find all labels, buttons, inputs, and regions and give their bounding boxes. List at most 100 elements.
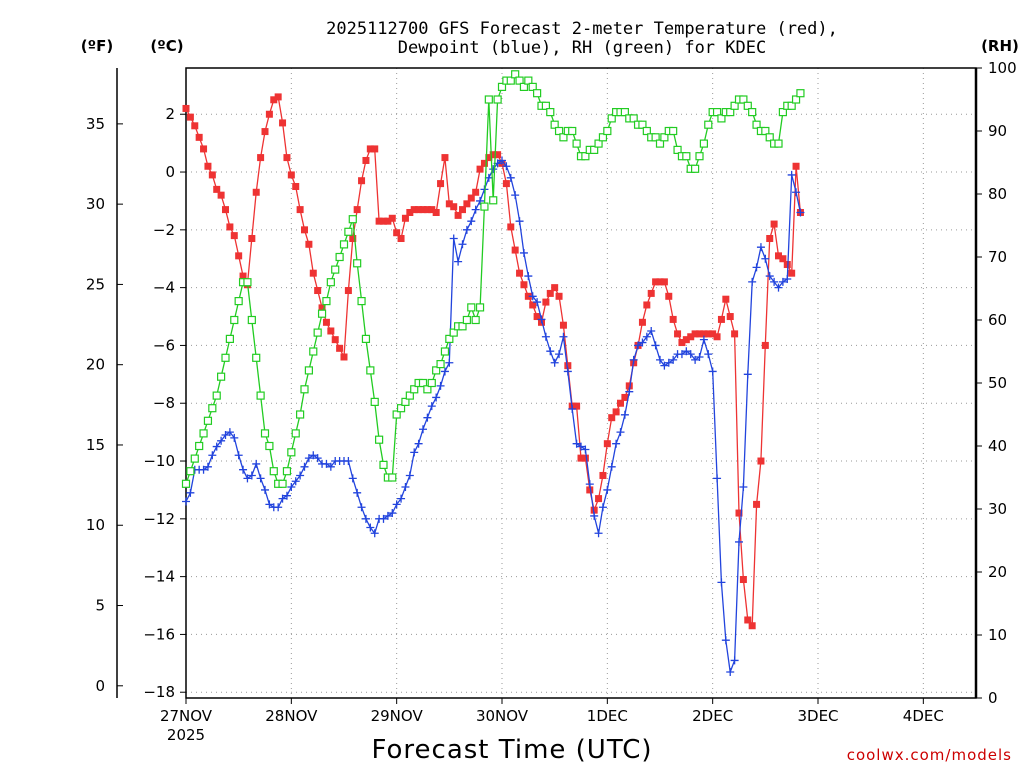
relative-humidity-point-69 (484, 95, 493, 104)
relative-humidity-point-84 (550, 120, 559, 129)
rh-tick-label-5: 50 (988, 374, 1007, 392)
relative-humidity-point-85 (554, 126, 564, 136)
celsius-tick-label-8: −14 (143, 568, 175, 586)
relative-humidity-point-68 (480, 202, 489, 211)
relative-humidity-point-122 (717, 114, 726, 123)
relative-humidity-point-114 (682, 152, 691, 161)
dewpoint-point-10 (225, 428, 234, 437)
dewpoint-point-53 (414, 439, 423, 448)
relative-humidity-point-104 (638, 120, 647, 129)
celsius-axis-unit: (ºC) (150, 37, 183, 55)
rh-tick-label-9: 10 (988, 626, 1007, 644)
relative-humidity-point-60 (445, 334, 454, 343)
dewpoint-point-105 (642, 332, 651, 341)
chart-title-line-2: Dewpoint (blue), RH (green) for KDEC (398, 38, 766, 58)
2-meter-temperature-point-20 (270, 96, 278, 104)
relative-humidity-point-80 (533, 89, 542, 98)
dewpoint-point-73 (502, 162, 511, 171)
2-meter-temperature-point-21 (274, 93, 282, 101)
dewpoint-point-49 (397, 494, 406, 503)
dewpoint-point-82 (541, 332, 550, 341)
relative-humidity-point-49 (396, 404, 406, 413)
2-meter-temperature-point-95 (599, 471, 607, 479)
2-meter-temperature-point-74 (507, 223, 515, 231)
2-meter-temperature-point-56 (428, 206, 436, 214)
celsius-tick-label-1: 0 (165, 163, 175, 181)
relative-humidity-point-93 (590, 145, 599, 154)
dewpoint-point-58 (436, 381, 445, 390)
dewpoint-point-26 (296, 471, 305, 480)
relative-humidity-point-139 (791, 95, 801, 104)
2-meter-temperature-point-127 (739, 576, 747, 584)
rh-axis-unit: (RH) (981, 37, 1019, 55)
relative-humidity-point-6 (208, 404, 217, 413)
dewpoint-point-132 (761, 254, 770, 263)
relative-humidity-point-75 (511, 70, 520, 79)
dewpoint-point-24 (287, 483, 296, 492)
rh-tick-label-4: 60 (988, 311, 1007, 329)
2-meter-temperature-point-97 (608, 414, 616, 422)
dewpoint-point-56 (427, 402, 436, 411)
dewpoint-point-18 (261, 485, 269, 494)
2-meter-temperature-point-11 (230, 232, 238, 240)
relative-humidity-point-109 (660, 133, 669, 142)
2-meter-temperature-point-15 (248, 235, 256, 243)
2-meter-temperature-point-109 (660, 278, 668, 286)
relative-humidity-series (181, 70, 805, 488)
relative-humidity-point-67 (475, 303, 485, 312)
2-meter-temperature-point-41 (362, 156, 370, 164)
dewpoint-line (185, 159, 802, 673)
relative-humidity-point-96 (603, 126, 612, 136)
2-meter-temperature-point-118 (700, 330, 708, 338)
2-meter-temperature-point-8 (217, 191, 225, 199)
2-meter-temperature-point-126 (735, 509, 743, 517)
relative-humidity-point-65 (467, 303, 476, 312)
dewpoint-point-88 (568, 405, 577, 414)
2-meter-temperature-point-99 (617, 399, 624, 407)
2-meter-temperature-point-113 (678, 339, 686, 347)
2-meter-temperature-point-42 (366, 145, 374, 153)
relative-humidity-point-44 (375, 435, 384, 444)
dewpoint-point-43 (370, 529, 379, 538)
2-meter-temperature-point-22 (279, 119, 287, 127)
relative-humidity-point-48 (392, 410, 401, 419)
2-meter-temperature-point-50 (401, 214, 409, 222)
2-meter-temperature-point-12 (235, 252, 243, 260)
dewpoint-point-61 (449, 234, 458, 243)
2-meter-temperature-point-34 (331, 336, 339, 344)
relative-humidity-point-24 (287, 448, 296, 457)
2-meter-temperature-point-82 (542, 298, 550, 306)
2-meter-temperature-point-19 (265, 110, 273, 118)
fahrenheit-tick-label-0: 35 (86, 115, 105, 133)
2-meter-temperature-point-7 (213, 185, 221, 193)
relative-humidity-point-107 (651, 133, 660, 142)
2-meter-temperature-point-24 (287, 171, 295, 179)
dewpoint-point-118 (699, 335, 708, 344)
2-meter-temperature-point-18 (261, 128, 269, 136)
dewpoint-point-42 (366, 523, 375, 532)
2-meter-temperature-point-36 (340, 353, 348, 361)
dewpoint-point-41 (361, 514, 370, 523)
relative-humidity-point-50 (401, 397, 410, 406)
dewpoint-point-1 (186, 488, 195, 497)
2-meter-temperature-point-27 (301, 226, 308, 234)
credit-link[interactable]: coolwx.com/models (847, 746, 1012, 764)
dewpoint-point-29 (309, 451, 318, 460)
2-meter-temperature-point-132 (761, 341, 769, 349)
relative-humidity-point-116 (691, 164, 700, 173)
2-meter-temperature-point-57 (432, 208, 440, 216)
rh-tick-label-7: 30 (988, 500, 1007, 518)
x-tick-label-7: 4DEC (903, 707, 944, 725)
2-meter-temperature-point-10 (226, 223, 234, 231)
dewpoint-point-22 (278, 494, 287, 503)
x-tick-label-1: 28NOV (265, 707, 318, 725)
2-meter-temperature-point-139 (792, 162, 800, 170)
dewpoint-point-28 (304, 454, 313, 463)
2-meter-temperature-point-65 (467, 194, 475, 202)
relative-humidity-point-45 (379, 460, 388, 469)
fahrenheit-tick-label-5: 10 (86, 516, 105, 534)
2-meter-temperature-point-104 (638, 318, 646, 326)
2-meter-temperature-point-61 (450, 203, 458, 211)
relative-humidity-point-39 (353, 259, 362, 268)
